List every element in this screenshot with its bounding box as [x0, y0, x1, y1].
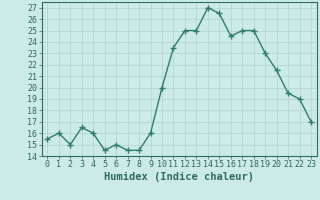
X-axis label: Humidex (Indice chaleur): Humidex (Indice chaleur)	[104, 172, 254, 182]
